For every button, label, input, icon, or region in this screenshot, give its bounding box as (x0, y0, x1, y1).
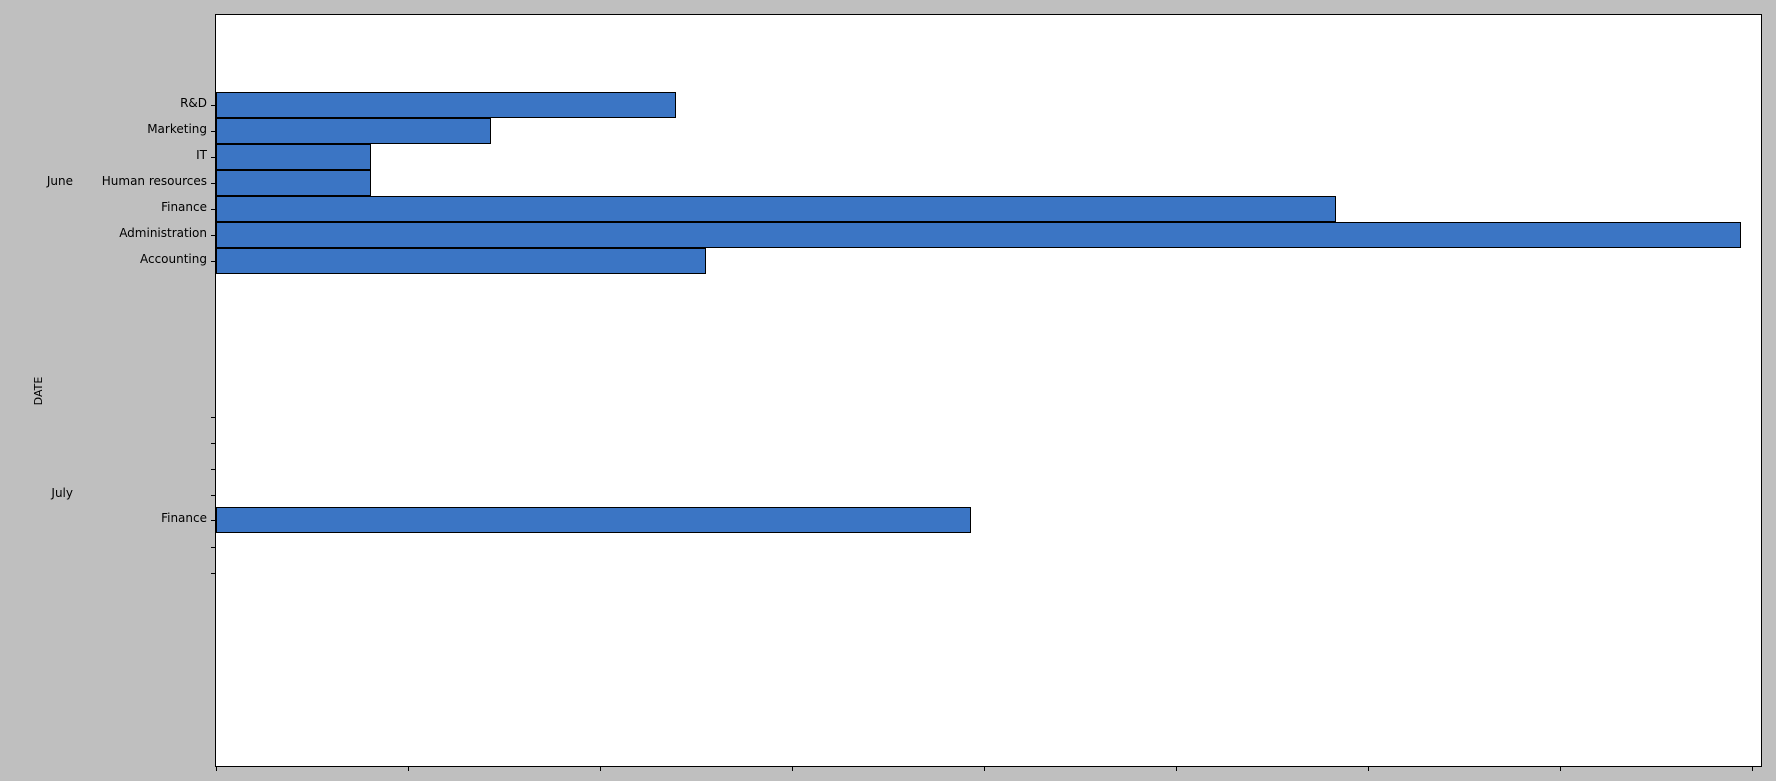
x-tick (792, 766, 793, 771)
x-tick (408, 766, 409, 771)
bar (216, 92, 676, 118)
bar (216, 118, 491, 144)
x-tick (1368, 766, 1369, 771)
category-label: IT (0, 148, 207, 162)
bar (216, 170, 371, 196)
bar (216, 196, 1336, 222)
chart-plot-area (215, 14, 1762, 767)
y-tick (211, 443, 216, 444)
x-tick (1752, 766, 1753, 771)
category-label: R&D (0, 96, 207, 110)
bar (216, 222, 1741, 248)
y-tick (211, 417, 216, 418)
bar (216, 144, 371, 170)
category-label: Finance (0, 511, 207, 525)
category-label: Finance (0, 200, 207, 214)
y-tick (211, 495, 216, 496)
x-tick (984, 766, 985, 771)
y-tick (211, 547, 216, 548)
category-label: Accounting (0, 252, 207, 266)
group-label: July (0, 486, 73, 500)
bar (216, 507, 971, 533)
x-tick (216, 766, 217, 771)
y-axis-label: DATE (32, 376, 45, 405)
x-tick (600, 766, 601, 771)
y-tick (211, 573, 216, 574)
category-label: Marketing (0, 122, 207, 136)
x-tick (1176, 766, 1177, 771)
category-label: Human resources (0, 174, 207, 188)
x-tick (1560, 766, 1561, 771)
bar (216, 248, 706, 274)
category-label: Administration (0, 226, 207, 240)
y-tick (211, 469, 216, 470)
